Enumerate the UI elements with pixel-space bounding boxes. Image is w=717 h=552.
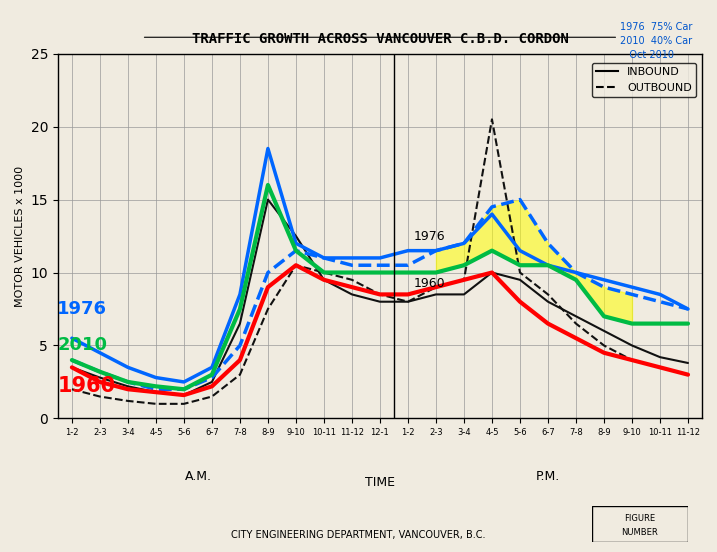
Text: 1976: 1976 [57, 300, 108, 318]
Text: 1976  75% Car
2010  40% Car
   Oct 2010: 1976 75% Car 2010 40% Car Oct 2010 [620, 22, 693, 60]
Text: FIGURE: FIGURE [625, 514, 655, 523]
Text: 2010: 2010 [57, 337, 108, 354]
Title: TRAFFIC GROWTH ACROSS VANCOUVER C.B.D. CORDON: TRAFFIC GROWTH ACROSS VANCOUVER C.B.D. C… [191, 31, 569, 46]
Text: P.M.: P.M. [536, 470, 560, 482]
Text: 1960: 1960 [57, 376, 115, 396]
Text: CITY ENGINEERING DEPARTMENT, VANCOUVER, B.C.: CITY ENGINEERING DEPARTMENT, VANCOUVER, … [232, 530, 485, 540]
Text: 1960: 1960 [414, 277, 445, 290]
X-axis label: TIME: TIME [365, 476, 395, 489]
Legend: INBOUND, OUTBOUND: INBOUND, OUTBOUND [592, 63, 696, 97]
Y-axis label: MOTOR VEHICLES x 1000: MOTOR VEHICLES x 1000 [15, 166, 25, 306]
Text: 1976: 1976 [414, 230, 445, 243]
Text: A.M.: A.M. [184, 470, 212, 482]
Text: NUMBER: NUMBER [622, 528, 658, 537]
